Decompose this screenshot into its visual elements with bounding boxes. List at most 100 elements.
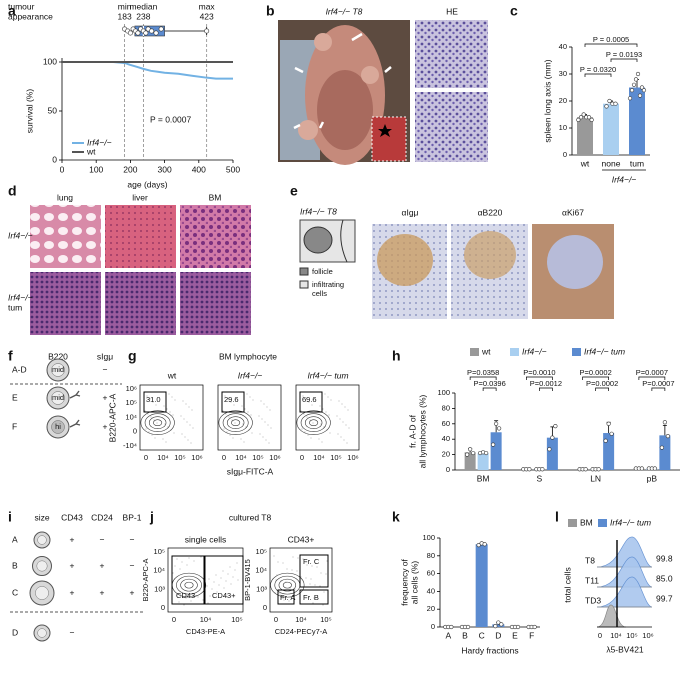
- y-axis-label: all lymphocytes (%): [417, 394, 427, 468]
- x-tick-label: 10⁵: [330, 453, 341, 462]
- data-point: [550, 435, 555, 440]
- data-point: [596, 467, 601, 472]
- flow-event: [183, 604, 185, 606]
- flow-event: [230, 583, 232, 585]
- y-tick-label: 0: [563, 150, 567, 159]
- flow-event: [266, 406, 268, 408]
- flow-event: [311, 404, 313, 406]
- flow-event: [174, 399, 176, 401]
- x-tick-label: pB: [647, 473, 658, 483]
- fraction-label: A-D: [12, 364, 27, 374]
- flow-event: [321, 441, 323, 443]
- flow-plot: [217, 384, 282, 451]
- x-tick-label: 10⁶: [269, 453, 280, 462]
- cell-icon: [36, 560, 48, 572]
- bracket: [638, 376, 666, 380]
- x-tick-label: 10⁵: [252, 453, 263, 462]
- flow-event: [230, 401, 232, 403]
- percent-label: 99.7: [656, 593, 673, 603]
- flow-event: [234, 422, 236, 424]
- data-point: [641, 88, 647, 93]
- data-point: [633, 77, 639, 82]
- flow-contour: [153, 419, 163, 427]
- y-tick-label: 100: [422, 533, 435, 542]
- histology-image: [30, 272, 101, 335]
- flow-event: [261, 418, 263, 420]
- data-point: [589, 117, 594, 122]
- column-label: liver: [132, 192, 148, 202]
- flow-event: [336, 415, 338, 417]
- panel-letter: k: [392, 509, 400, 525]
- y-tick-label: 0: [263, 603, 267, 612]
- plot-title: Irf4−/− tum: [307, 370, 348, 380]
- flow-event: [146, 395, 148, 397]
- flow-event: [262, 436, 264, 438]
- flow-event: [243, 441, 245, 443]
- p-value: P=0.0007: [636, 368, 668, 377]
- x-tick-label: tum: [630, 158, 644, 168]
- gate: [299, 589, 329, 605]
- flow-contour: [184, 581, 194, 589]
- bar: [659, 435, 671, 470]
- flow-plot: [139, 384, 204, 451]
- gate-value: 29.6: [224, 395, 239, 404]
- fraction-label: C: [12, 587, 18, 597]
- flow-contour: [278, 578, 297, 592]
- data-point: [629, 88, 635, 93]
- flow-event: [236, 562, 238, 564]
- row-label: Irf4−/−: [8, 292, 33, 302]
- panel-letter: j: [149, 509, 154, 525]
- bracket: [651, 387, 666, 391]
- column-label: sIgμ: [97, 351, 113, 361]
- marker-sign: +: [103, 421, 108, 431]
- gate-label: CD43-: [176, 591, 198, 600]
- flow-event: [174, 565, 176, 567]
- p-value: P = 0.0005: [593, 35, 629, 44]
- marker-sign: +: [103, 392, 108, 402]
- bar: [477, 453, 489, 470]
- x-tick-label: 0: [598, 631, 602, 640]
- x-tick-label: 10⁵: [626, 631, 637, 640]
- flow-event: [314, 584, 316, 586]
- data-point: [659, 445, 664, 450]
- x-tick-label: wt: [580, 158, 590, 168]
- marker-sign: −: [103, 364, 108, 374]
- flow-event: [150, 416, 152, 418]
- antibody-icon: [69, 419, 81, 428]
- box-point: [204, 28, 210, 34]
- flow-event: [308, 596, 310, 598]
- histogram: [596, 604, 627, 628]
- flow-event: [242, 423, 244, 425]
- data-point: [491, 442, 496, 447]
- x-tick-label: 10⁵: [174, 453, 185, 462]
- flow-event: [206, 585, 208, 587]
- flow-event: [224, 395, 226, 397]
- data-point: [639, 85, 645, 90]
- bar: [475, 544, 488, 627]
- flow-contour: [231, 419, 241, 427]
- flow-event: [186, 564, 188, 566]
- row-label: TD3: [585, 595, 601, 605]
- x-tick-label: E: [512, 630, 518, 640]
- plot-title: single cells: [185, 534, 227, 544]
- marker-sign: +: [70, 560, 75, 570]
- flow-contour: [270, 572, 305, 598]
- flow-event: [252, 399, 254, 401]
- flow-event: [189, 424, 191, 426]
- legend-label: wt: [481, 346, 491, 356]
- y-tick-label: 20: [442, 450, 450, 459]
- p-value: P=0.0002: [579, 368, 611, 377]
- flow-event: [218, 584, 220, 586]
- row-label: T8: [585, 555, 595, 565]
- marker-level: mid: [52, 393, 64, 402]
- flow-contour: [304, 416, 323, 430]
- y-axis-label: BP-1-BV415: [243, 559, 252, 601]
- flow-event: [300, 576, 302, 578]
- flow-contour: [309, 419, 319, 427]
- y-tick-label: 40: [427, 586, 435, 595]
- flow-event: [191, 409, 193, 411]
- data-point: [583, 467, 588, 472]
- data-point: [576, 117, 581, 122]
- gate: [171, 555, 205, 605]
- flow-event: [269, 409, 271, 411]
